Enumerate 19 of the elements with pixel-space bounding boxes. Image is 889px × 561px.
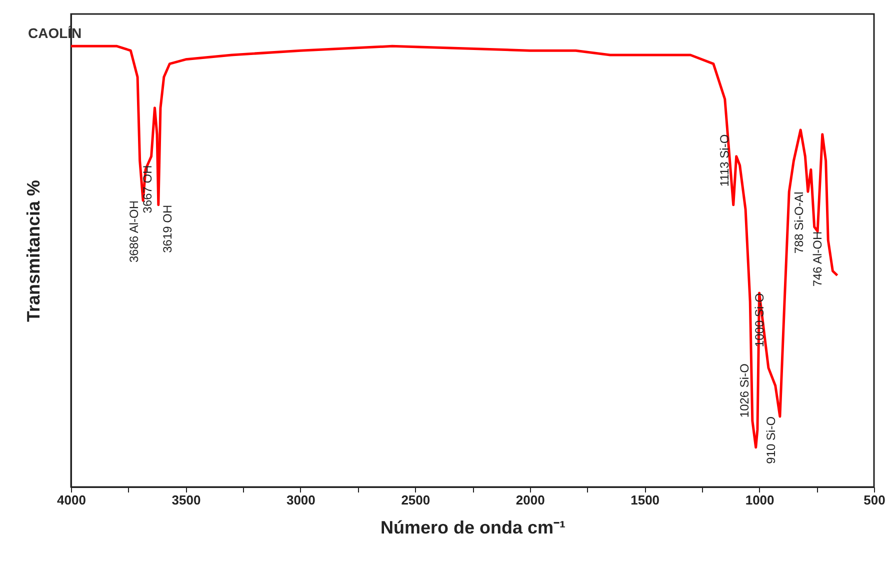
x-tick-label: 4000 xyxy=(57,492,86,508)
x-tick-label: 2000 xyxy=(516,492,545,508)
x-tick-label: 3500 xyxy=(172,492,201,508)
x-tick-label: 500 xyxy=(864,492,886,508)
annotation: 746 Al-OH xyxy=(810,231,825,287)
x-tick-label: 1000 xyxy=(745,492,774,508)
x-tick-label: 1500 xyxy=(630,492,660,508)
annotation: 1026 Si-O xyxy=(737,364,752,418)
annotation: 1113 Si-O xyxy=(717,134,732,187)
annotation: 788 Si-O-Al xyxy=(792,192,806,254)
annotation: 3667 OH xyxy=(140,165,154,214)
annotation: 910 Si-O xyxy=(764,416,778,464)
annotation: 3619 OH xyxy=(160,204,174,253)
annotation: 1000 Si-O xyxy=(752,293,766,348)
x-tick-label: 3000 xyxy=(286,492,316,508)
y-axis-title: Transmitancia % xyxy=(24,180,44,322)
x-axis-title: Número de onda cm⁻¹ xyxy=(380,518,566,538)
annotation: 3686 Al-OH xyxy=(127,200,142,263)
x-tick-label: 2500 xyxy=(401,492,430,508)
